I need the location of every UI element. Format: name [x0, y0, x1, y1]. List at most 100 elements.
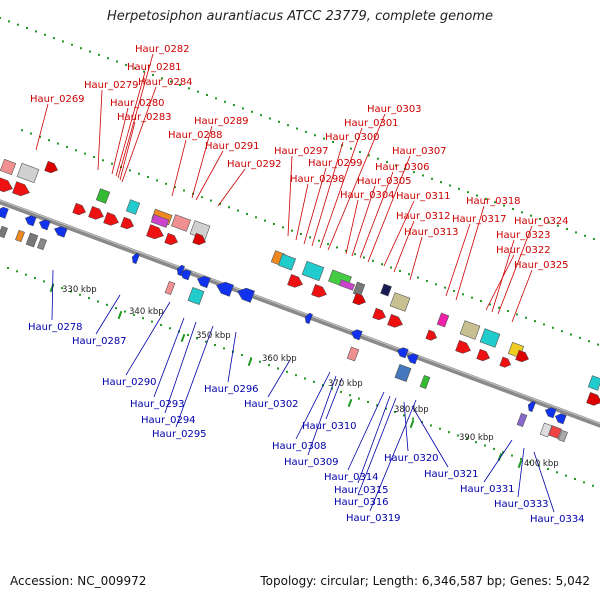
reverse-gene-arrow [54, 226, 68, 238]
track-dot [88, 297, 90, 300]
track-dot [57, 142, 59, 145]
ruler-label: 350 kbp [196, 331, 231, 341]
track-dot [115, 307, 117, 310]
label-leader [347, 391, 385, 471]
track-dot [223, 347, 225, 350]
track-dot [35, 30, 37, 33]
forward-gene-arrow [586, 392, 600, 406]
forward-gene-arrow [311, 284, 327, 298]
ruler-label: 340 kbp [129, 307, 164, 317]
track-dot [376, 404, 378, 407]
track-dot [71, 43, 73, 46]
track-dot [43, 280, 45, 283]
track-dot [426, 279, 428, 282]
gene-block [380, 283, 392, 297]
track-dot [246, 212, 248, 215]
gene-label: Haur_0306 [375, 162, 430, 173]
label-leader [393, 220, 415, 273]
track-dot [259, 360, 261, 363]
track-dot [251, 110, 253, 113]
track-dot [147, 176, 149, 179]
gene-label: Haur_0310 [302, 421, 357, 432]
track-dot [471, 296, 473, 299]
track-dot [179, 83, 181, 86]
forward-gene-arrow [146, 224, 164, 240]
track-dot [458, 187, 460, 190]
gene-label: Haur_0282 [135, 44, 190, 55]
track-dot [430, 424, 432, 427]
gene-label: Haur_0317 [452, 214, 507, 225]
track-dot [0, 17, 1, 19]
map-title: Herpetosiphon aurantiacus ATCC 23779, co… [106, 9, 494, 24]
label-leader [485, 254, 515, 311]
track-dot [282, 226, 284, 229]
track-dot [305, 130, 307, 133]
track-dot [408, 273, 410, 276]
label-leader [511, 269, 533, 323]
reverse-gene-arrow [0, 206, 9, 219]
track-dot [592, 484, 594, 487]
track-dot [439, 427, 441, 430]
label-leader [403, 401, 409, 452]
gene-block [277, 253, 297, 271]
gene-block [15, 229, 25, 243]
track-dot [588, 340, 590, 343]
track-dot [44, 33, 46, 36]
forward-gene-arrow [455, 340, 471, 354]
label-leader [445, 223, 471, 297]
track-dot [318, 239, 320, 242]
track-dot [62, 40, 64, 43]
backbone-line [0, 199, 600, 428]
track-dot [489, 303, 491, 306]
track-dot [196, 337, 198, 340]
track-dot [89, 50, 91, 53]
label-leader [117, 53, 154, 179]
gene-label: Haur_0321 [424, 469, 479, 480]
gene-label: Haur_0287 [72, 336, 127, 347]
ruler-label: 400 kbp [524, 459, 559, 469]
gene-label: Haur_0311 [396, 191, 451, 202]
track-dot [331, 387, 333, 390]
gene-label: Haur_0320 [384, 453, 439, 464]
gene-label: Haur_0295 [152, 429, 207, 440]
track-dot [264, 219, 266, 222]
kbp-tick [49, 283, 55, 293]
track-dot [494, 201, 496, 204]
track-dot [521, 211, 523, 214]
gene-block [164, 280, 176, 296]
track-dot [277, 367, 279, 370]
track-dot [399, 269, 401, 272]
label-leader [115, 71, 146, 177]
track-dot [556, 471, 558, 474]
label-leader [319, 127, 363, 249]
label-leader [517, 447, 525, 498]
track-dot [152, 73, 154, 76]
gene-block [0, 225, 8, 239]
forward-gene-arrow [72, 202, 86, 216]
track-dot [575, 231, 577, 234]
track-dot [413, 171, 415, 174]
track-dot [26, 27, 28, 30]
label-leader [357, 397, 397, 496]
track-dot [313, 380, 315, 383]
label-leader [295, 183, 309, 241]
gene-block [187, 286, 205, 306]
label-leader [267, 359, 291, 398]
gene-label: Haur_0290 [102, 377, 157, 388]
track-dot [169, 327, 171, 330]
track-dot [129, 169, 131, 172]
gene-block [389, 292, 411, 312]
track-dot [462, 293, 464, 296]
gene-label: Haur_0308 [272, 441, 327, 452]
track-dot [570, 333, 572, 336]
track-dot [390, 266, 392, 269]
track-dot [287, 124, 289, 127]
track-dot [197, 90, 199, 93]
track-dot [151, 320, 153, 323]
ruler-label: 330 kbp [62, 285, 97, 295]
label-leader [51, 269, 54, 321]
label-leader [327, 113, 386, 251]
reverse-gene-arrow [544, 407, 557, 419]
gene-label: Haur_0279 [84, 80, 139, 91]
reverse-gene-arrow [304, 312, 313, 325]
